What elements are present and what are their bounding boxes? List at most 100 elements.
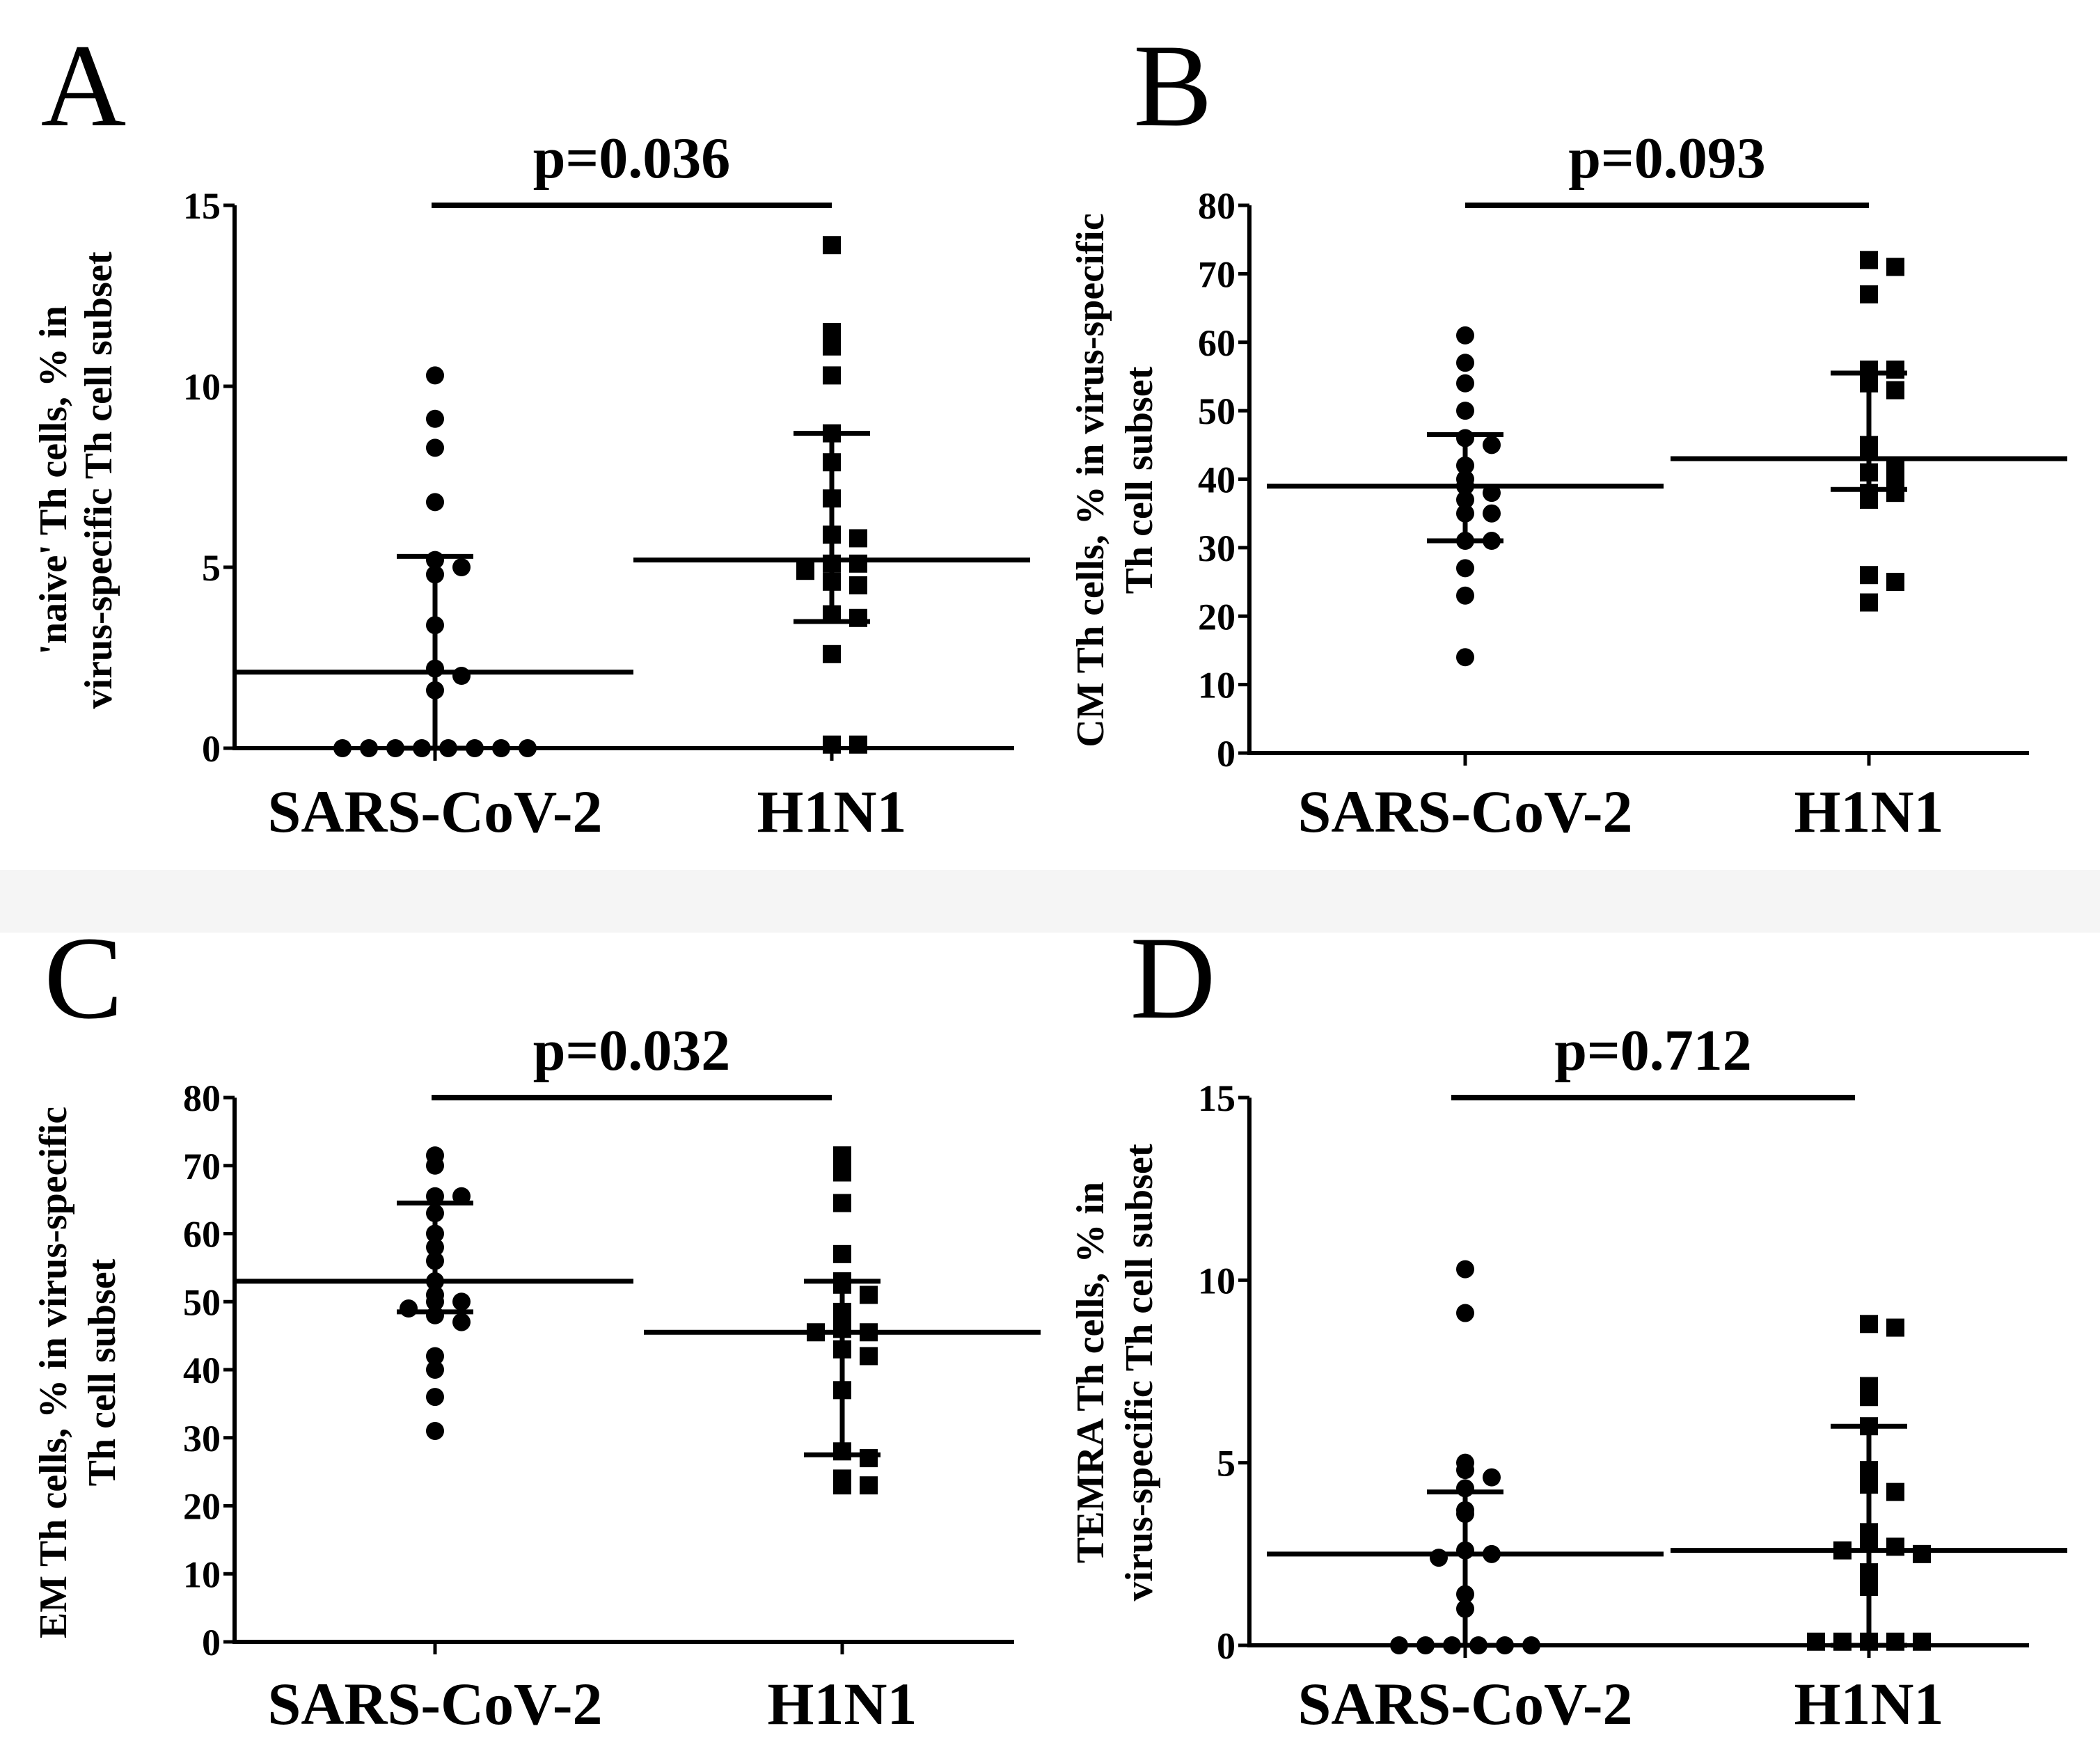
data-point [1860,1388,1878,1407]
data-point [1886,573,1904,592]
y-tick-label: 40 [1198,459,1235,501]
x-category-label: SARS-CoV-2 [268,778,603,845]
data-point [1483,1468,1501,1487]
data-point [452,1313,471,1331]
data-point [1807,1632,1825,1651]
data-point [1860,463,1878,482]
data-point [1860,374,1878,393]
data-point [413,739,431,757]
data-point [426,616,444,635]
data-point [1860,566,1878,585]
y-tick-label: 70 [183,1146,221,1187]
x-category-label: H1N1 [768,1670,917,1737]
data-point [1522,1636,1540,1654]
series-sars-cov-2 [1267,1260,1664,1654]
panel-letter: C [44,912,123,1043]
panel-letter: D [1130,912,1216,1043]
data-point [466,739,484,757]
data-point [849,576,867,594]
y-axis-label: 'naive' Th cells, % in [32,306,75,654]
panel-letter: A [41,20,127,151]
y-axis-label: virus-specific Th cell subset [1118,1144,1161,1601]
data-point [1443,1636,1461,1654]
data-point [1860,285,1878,303]
data-point [807,1323,825,1342]
data-point [823,644,841,663]
x-category-label: SARS-CoV-2 [268,1670,603,1737]
series-sars-cov-2 [1267,326,1664,667]
data-point [426,551,444,569]
data-point [426,1361,444,1379]
data-point [1886,1318,1904,1337]
data-point [1456,1505,1474,1524]
data-point [1833,1632,1852,1651]
data-point [823,337,841,356]
data-point [1886,258,1904,276]
data-point [1860,1476,1878,1494]
data-point [426,493,444,512]
x-category-label: H1N1 [1794,778,1944,845]
data-point [1483,504,1501,523]
data-point [860,1347,878,1366]
data-point [426,1421,444,1440]
data-point [1456,648,1474,667]
data-point [426,659,444,678]
data-point [426,438,444,457]
data-point [1860,443,1878,461]
data-point [1886,1482,1904,1501]
data-point [426,1251,444,1270]
data-point [1456,586,1474,605]
data-point [1456,402,1474,420]
p-value-label: p=0.093 [1568,126,1766,191]
panel-b: Bp=0.093 0 10 20 30 40 50 60 70 80 SARS-CoV-2 H1N1 C… [1069,20,2067,845]
y-tick-label: 5 [202,547,221,589]
data-point [426,1187,444,1205]
y-axis-label: EM Th cells, % in virus-specific [32,1107,75,1638]
y-tick-label: 15 [183,185,221,227]
y-tick-label: 30 [183,1418,221,1460]
y-tick-label: 10 [183,1553,221,1595]
data-point [1833,1541,1852,1560]
data-point [1456,477,1474,496]
y-tick-label: 50 [183,1281,221,1323]
data-point [849,608,867,627]
series-sars-cov-2 [237,1146,633,1440]
data-point [1469,1636,1487,1654]
y-tick-label: 40 [183,1350,221,1391]
y-tick-label: 70 [1198,253,1235,295]
y-tick-label: 0 [1217,1625,1235,1667]
y-tick-label: 15 [1198,1077,1235,1119]
series-h1n1 [1671,251,2067,612]
data-point [452,1187,471,1205]
data-point [1496,1636,1514,1654]
y-tick-label: 50 [1198,390,1235,432]
data-point [1456,326,1474,345]
data-point [823,453,841,472]
data-point [1430,1549,1448,1567]
data-point [833,1320,851,1338]
data-point [1456,374,1474,393]
y-tick-label: 0 [202,1622,221,1663]
data-point [1456,1479,1474,1498]
series-h1n1 [1671,1315,2067,1651]
y-tick-label: 5 [1217,1443,1235,1485]
data-point [426,1347,444,1366]
data-point [1390,1636,1408,1654]
data-point [833,1146,851,1165]
data-point [1456,491,1474,509]
data-point [1483,1544,1501,1563]
data-point [1456,1260,1474,1279]
data-point [849,735,867,754]
divider-band [0,870,2100,933]
data-point [796,562,814,580]
y-tick-label: 60 [183,1214,221,1256]
x-category-label: H1N1 [757,778,907,845]
x-category-label: H1N1 [1794,1670,1944,1737]
data-point [1886,381,1904,400]
data-point [1456,1461,1474,1480]
series-h1n1 [633,236,1030,754]
panel-c: Cp=0.032 0 10 20 30 40 50 60 70 80 SARS-CoV-2 H1N1 E… [32,912,1041,1737]
data-point [823,236,841,255]
data-point [400,1299,418,1318]
